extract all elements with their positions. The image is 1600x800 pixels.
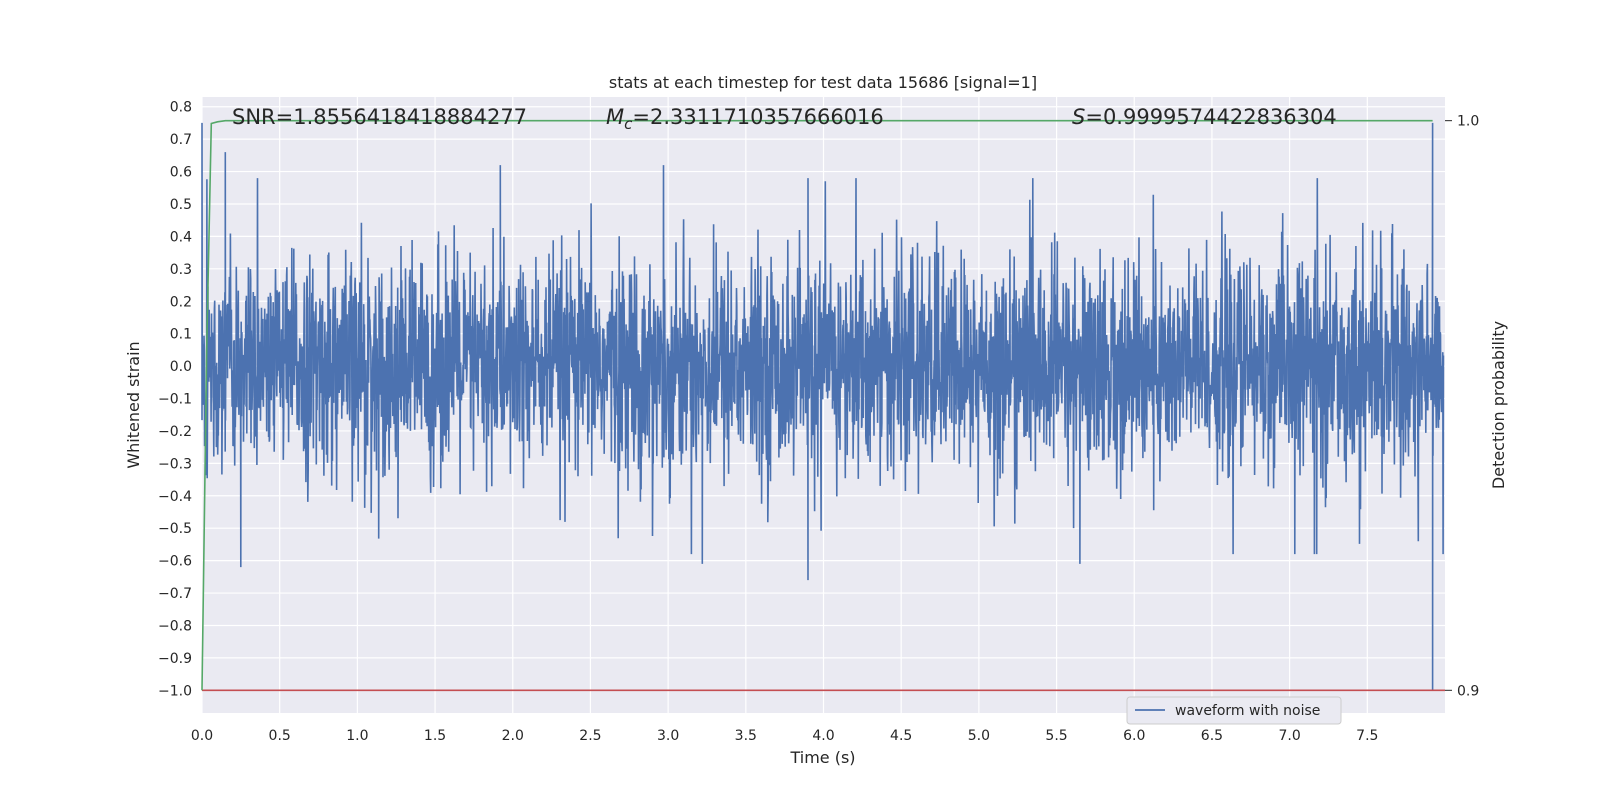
chart-title: stats at each timestep for test data 156…	[609, 73, 1037, 92]
y-tick-label: 0.4	[170, 229, 192, 245]
x-tick-label: 6.0	[1123, 728, 1145, 744]
chirp-mass-subscript: c	[624, 115, 633, 133]
detection-probability-line	[201, 119, 1433, 691]
legend-box	[1126, 696, 1342, 725]
y2-tick-label: 0.9	[1457, 683, 1479, 699]
y-tick-label: −0.3	[158, 456, 192, 472]
x-tick-label: 4.0	[812, 728, 834, 744]
chirp-mass-annotation: Mc=2.3311710357666016	[606, 105, 884, 133]
chirp-mass-value: =2.3311710357666016	[632, 105, 883, 129]
y-axis-label: Whitened strain	[124, 341, 143, 468]
y-tick-label: −0.7	[158, 586, 192, 602]
axis-layer: 0.0 0.5 1.0 1.5 2.0 2.5 3.0 3.5 4.0 4.5 5.0 5.5 6.0 6…	[158, 100, 1479, 744]
s-value: =0.9999574422836304	[1085, 105, 1336, 129]
y-tick-label: 0.0	[170, 359, 192, 375]
x-tick-label: 1.0	[346, 728, 368, 744]
y-tick-label: −1.0	[158, 683, 192, 699]
legend-label-waveform: waveform with noise	[1175, 703, 1320, 719]
s-annotation: S=0.9999574422836304	[1072, 105, 1337, 129]
series-layer	[201, 119, 1445, 692]
y-tick-label: −0.2	[158, 424, 192, 440]
y-tick-label: 0.6	[170, 165, 192, 181]
x-tick-label: 5.5	[1045, 728, 1067, 744]
x-tick-label: 0.5	[269, 728, 291, 744]
y2-axis-label: Detection probability	[1489, 321, 1508, 489]
y-tick-label: 0.7	[170, 132, 192, 148]
x-tick-label: 6.5	[1201, 728, 1223, 744]
x-tick-label: 1.5	[424, 728, 446, 744]
x-tick-label: 2.5	[579, 728, 601, 744]
x-tick-label: 7.0	[1278, 728, 1300, 744]
s-symbol: S	[1072, 105, 1085, 129]
waveform-line	[201, 122, 1445, 691]
x-tick-label: 3.5	[735, 728, 757, 744]
snr-annotation: SNR=1.8556418418884277	[232, 105, 527, 129]
x-tick-label: 3.0	[657, 728, 679, 744]
x-tick-label: 2.0	[502, 728, 524, 744]
y-tick-label: −0.4	[158, 489, 192, 505]
y-tick-label: 0.8	[170, 100, 192, 116]
x-tick-label: 7.5	[1356, 728, 1378, 744]
y-tick-label: −0.8	[158, 618, 192, 634]
x-tick-label: 4.5	[890, 728, 912, 744]
y-tick-label: 0.2	[170, 294, 192, 310]
y-tick-label: −0.9	[158, 651, 192, 667]
y-tick-label: −0.6	[158, 554, 192, 570]
y-tick-label: 0.3	[170, 262, 192, 278]
y-tick-label: −0.5	[158, 521, 192, 537]
y2-tick-label: 1.0	[1457, 114, 1479, 130]
text-layer: stats at each timestep for test data 156…	[124, 73, 1508, 767]
x-tick-label: 5.0	[968, 728, 990, 744]
x-tick-label: 0.0	[191, 728, 213, 744]
chirp-mass-symbol: M	[606, 105, 624, 129]
legend: waveform with noise	[1126, 696, 1342, 725]
x-axis-label: Time (s)	[789, 748, 855, 767]
y-tick-label: −0.1	[158, 392, 192, 408]
y-tick-label: 0.5	[170, 197, 192, 213]
y-tick-label: 0.1	[170, 327, 192, 343]
